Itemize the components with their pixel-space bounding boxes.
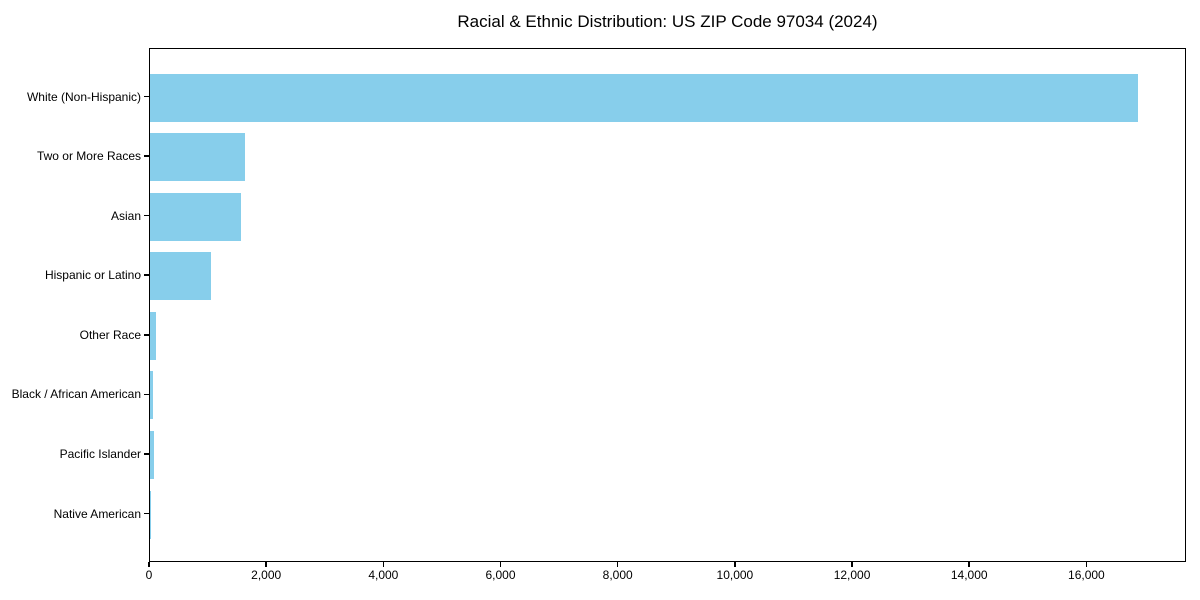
y-axis-label: Other Race bbox=[79, 327, 141, 342]
chart-bar bbox=[150, 371, 154, 420]
y-axis-tick bbox=[144, 453, 149, 455]
y-axis-tick bbox=[144, 393, 149, 396]
x-axis-label: 0 bbox=[145, 568, 153, 582]
y-axis-label: Native American bbox=[53, 506, 141, 521]
chart-title: Racial & Ethnic Distribution: US ZIP Cod… bbox=[457, 12, 878, 31]
x-axis-label: 4,000 bbox=[368, 568, 399, 582]
x-axis-tick bbox=[851, 562, 853, 567]
chart-bar bbox=[150, 192, 242, 241]
x-axis-label: 14,000 bbox=[950, 568, 988, 582]
chart-bar bbox=[150, 73, 1139, 122]
y-axis-tick bbox=[144, 512, 149, 515]
y-axis-label: Asian bbox=[110, 208, 141, 223]
x-axis-label: 8,000 bbox=[602, 568, 633, 582]
x-axis-tick bbox=[1085, 562, 1088, 567]
x-axis-tick bbox=[499, 562, 502, 567]
y-axis-tick bbox=[144, 274, 149, 276]
y-axis-label: Pacific Islander bbox=[59, 446, 141, 461]
x-axis-label: 16,000 bbox=[1068, 568, 1105, 582]
x-axis-tick bbox=[734, 562, 736, 567]
chart-bar bbox=[150, 133, 246, 182]
x-axis-tick bbox=[968, 562, 970, 567]
x-axis-label: 2,000 bbox=[251, 568, 282, 582]
y-axis-label: Hispanic or Latino bbox=[44, 268, 141, 283]
y-axis-label: Black / African American bbox=[11, 387, 141, 402]
chart-bar bbox=[150, 430, 155, 479]
y-axis-tick bbox=[144, 214, 149, 217]
chart-bar bbox=[150, 490, 151, 539]
y-axis-tick bbox=[144, 334, 149, 336]
chart-bar bbox=[150, 252, 211, 301]
plot-area bbox=[149, 48, 1186, 562]
x-axis-label: 10,000 bbox=[716, 568, 754, 582]
x-axis-tick bbox=[382, 562, 385, 567]
x-axis-label: 12,000 bbox=[833, 568, 871, 582]
x-axis-tick bbox=[616, 562, 619, 567]
chart-bar bbox=[150, 311, 157, 360]
y-axis-tick bbox=[144, 155, 149, 157]
y-axis-label: White (Non-Hispanic) bbox=[26, 89, 141, 104]
y-axis-label: Two or More Races bbox=[36, 149, 141, 164]
x-axis-tick bbox=[265, 562, 267, 567]
y-axis-tick bbox=[144, 95, 149, 98]
x-axis-tick bbox=[148, 562, 150, 567]
x-axis-label: 6,000 bbox=[485, 568, 516, 582]
